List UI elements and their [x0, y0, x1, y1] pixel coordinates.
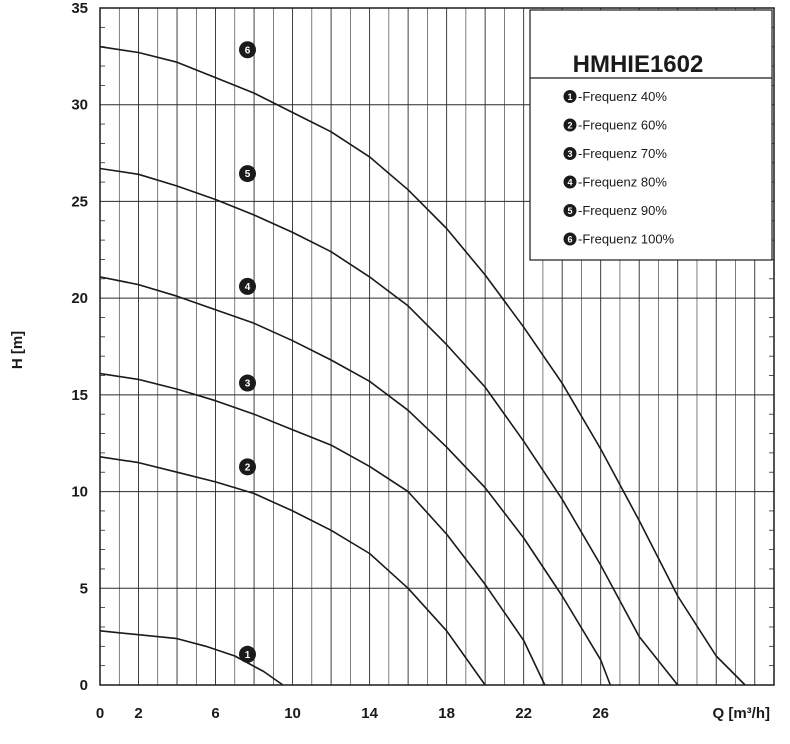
series-line-5 — [99, 167, 679, 686]
curve-marker-label: 2 — [245, 462, 251, 473]
curve-marker-badge — [239, 165, 257, 183]
legend-entry-1: 1 -Frequenz 40% — [563, 89, 667, 104]
series-line-6 — [99, 45, 746, 686]
y-tick-label: 30 — [71, 97, 88, 114]
x-tick-label: 18 — [438, 705, 455, 722]
legend-label: -Frequenz 60% — [578, 118, 667, 133]
x-tick-label: 22 — [515, 705, 532, 722]
legend-label: -Frequenz 90% — [578, 203, 667, 218]
y-axis-ticks: 0 5 10 15 20 25 30 35 — [71, 0, 88, 694]
y-tick-label: 20 — [71, 290, 88, 307]
legend-marker-badge — [563, 90, 577, 103]
x-tick-label: 10 — [284, 705, 301, 722]
curve-marker-badge — [239, 41, 257, 59]
curve-marker-3: 3 — [239, 374, 257, 392]
legend-entry-2: 2 -Frequenz 60% — [563, 118, 667, 133]
curve-marker-label: 6 — [245, 45, 251, 56]
legend-label: -Frequenz 40% — [578, 89, 667, 104]
legend-marker-badge — [563, 232, 577, 246]
legend-marker-number: 6 — [567, 234, 572, 244]
curve-marker-badge — [239, 458, 257, 476]
curve-marker-2: 2 — [239, 458, 257, 476]
legend: HMHIE1602 1 -Frequenz 40%2 -Frequenz 60%3-… — [529, 9, 773, 261]
legend-marker-number: 1 — [567, 92, 572, 102]
curve-marker-label: 5 — [245, 169, 251, 180]
curve-marker-6: 6 — [239, 41, 257, 59]
y-tick-label: 10 — [71, 484, 88, 501]
legend-label: -Frequenz 100% — [578, 232, 675, 247]
legend-marker-badge — [563, 147, 577, 160]
legend-entry-5: 5 -Frequenz 90% — [563, 203, 667, 218]
series-line-4 — [99, 276, 612, 686]
x-axis-ticks: 0 2 6 10 14 18 22 26 — [96, 705, 609, 722]
legend-marker-number: 4 — [567, 177, 572, 187]
curve-markers: 1 2 3 4 5 6 — [239, 41, 257, 663]
y-tick-label: 35 — [71, 0, 88, 17]
y-tick-label: 15 — [71, 387, 88, 404]
x-tick-label: 26 — [592, 705, 609, 722]
y-tick-label: 0 — [80, 677, 88, 694]
x-tick-label: 6 — [211, 705, 219, 722]
legend-label: -Frequenz 70% — [578, 146, 667, 161]
y-tick-label: 25 — [71, 193, 88, 210]
legend-title: HMHIE1602 — [573, 51, 704, 78]
legend-entries: 1 -Frequenz 40% 2 -Frequenz 60% 3 -Frequenz 7… — [563, 89, 675, 247]
plot-frame — [99, 7, 775, 686]
legend-marker-number: 3 — [567, 149, 572, 159]
y-axis-title: H [m] — [9, 331, 26, 369]
curve-marker-1: 1 — [239, 645, 257, 663]
series-line-3 — [99, 372, 546, 686]
legend-entry-3: 3 -Frequenz 70% — [563, 146, 667, 161]
curve-marker-badge — [239, 645, 257, 663]
x-tick-label: 0 — [96, 705, 104, 722]
series-line-2 — [99, 456, 486, 686]
curve-marker-label: 4 — [245, 282, 251, 293]
legend-marker-badge — [563, 204, 577, 217]
legend-marker-number: 2 — [567, 120, 572, 130]
pump-curves — [99, 45, 746, 686]
curve-marker-badge — [239, 374, 257, 392]
legend-entry-4: 4 -Frequenz 80% — [563, 175, 667, 190]
curve-marker-badge — [239, 277, 257, 295]
x-axis-title: Q [m³/h] — [713, 705, 771, 722]
legend-marker-badge — [563, 175, 577, 189]
curve-marker-label: 3 — [245, 379, 251, 390]
curve-marker-4: 4 — [239, 277, 257, 295]
curve-marker-label: 1 — [245, 650, 251, 661]
legend-marker-number: 5 — [567, 206, 572, 216]
y-tick-label: 5 — [80, 580, 88, 597]
legend-box — [529, 9, 773, 261]
x-tick-label: 2 — [134, 705, 142, 722]
x-tick-label: 14 — [361, 705, 378, 722]
legend-label: -Frequenz 80% — [578, 175, 667, 190]
curve-marker-5: 5 — [239, 165, 257, 183]
series-line-1 — [99, 630, 284, 686]
legend-entry-6: 6 -Frequenz 100% — [563, 232, 675, 247]
legend-marker-badge — [563, 118, 577, 132]
